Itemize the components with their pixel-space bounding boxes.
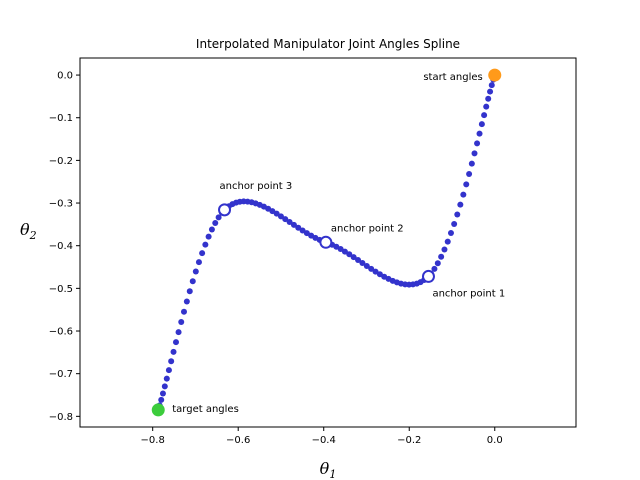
- spline-point: [159, 390, 166, 397]
- spline-point: [431, 265, 438, 272]
- spline-point: [471, 150, 478, 157]
- spline-point: [163, 375, 170, 382]
- x-axis-ticks: −0.8 −0.6 −0.4 −0.2 0.0: [141, 427, 503, 446]
- spline-point: [303, 230, 310, 237]
- spline-point: [295, 224, 302, 231]
- spline-point: [282, 216, 289, 223]
- y-tick-label: −0.3: [49, 199, 73, 210]
- spline-point: [199, 250, 206, 257]
- spline-point: [438, 253, 445, 260]
- spline-point: [485, 95, 492, 102]
- spline-point: [474, 140, 481, 147]
- spline-point: [346, 251, 353, 258]
- spline-point: [286, 219, 293, 226]
- target-marker: [151, 403, 165, 417]
- spline-point: [168, 358, 175, 365]
- spline-point: [290, 221, 297, 228]
- spline-point: [460, 191, 467, 198]
- x-tick-label: −0.8: [141, 435, 165, 446]
- anchor-point-label: anchor point 3: [220, 181, 293, 192]
- y-tick-label: −0.4: [49, 241, 73, 252]
- spline-point: [454, 211, 461, 218]
- spline-point: [483, 103, 490, 110]
- spline-curve: [155, 72, 498, 413]
- spline-point: [463, 181, 470, 188]
- y-tick-label: −0.7: [49, 369, 73, 380]
- spline-point: [487, 88, 494, 95]
- spline-point: [186, 288, 193, 295]
- spline-point: [359, 259, 366, 266]
- spline-point: [172, 339, 179, 346]
- spline-point: [195, 259, 202, 266]
- target-label: target angles: [172, 404, 239, 415]
- markers: anchor point 1 anchor point 2 anchor point…: [151, 68, 505, 417]
- chart-title: Interpolated Manipulator Joint Angles Sp…: [196, 37, 460, 51]
- anchor-point-label: anchor point 2: [331, 223, 404, 234]
- y-tick-label: −0.8: [49, 412, 73, 423]
- spline-point: [355, 257, 362, 264]
- spline-point: [161, 383, 168, 390]
- spline-point: [372, 268, 379, 275]
- spline-point: [277, 213, 284, 220]
- x-tick-label: −0.2: [397, 435, 421, 446]
- spline-point: [350, 254, 357, 261]
- spline-point: [468, 160, 475, 167]
- y-axis-ticks: 0.0 −0.1 −0.2 −0.3 −0.4 −0.5 −0.6 −0.7 −0.8: [49, 71, 80, 423]
- spline-point: [202, 241, 209, 248]
- x-tick-label: −0.4: [312, 435, 336, 446]
- spline-point: [178, 318, 185, 325]
- anchor-point-marker: [421, 269, 435, 283]
- anchor-point-label: anchor point 1: [432, 288, 505, 299]
- x-axis-label: θ1: [320, 459, 337, 480]
- start-label: start angles: [423, 72, 482, 83]
- spline-point: [183, 298, 190, 305]
- spline-point: [212, 219, 219, 226]
- spline-point: [192, 268, 199, 275]
- x-tick-label: −0.6: [226, 435, 250, 446]
- spline-point: [376, 271, 383, 278]
- spline-point: [208, 226, 215, 233]
- spline-point: [481, 112, 488, 119]
- spline-point: [457, 201, 464, 208]
- spline-point: [478, 121, 485, 128]
- spline-point: [441, 246, 448, 253]
- spline-point: [180, 308, 187, 315]
- anchor-point-marker: [319, 235, 333, 249]
- y-axis-label: θ2: [20, 220, 37, 242]
- spline-point: [368, 265, 375, 272]
- spline-point: [466, 170, 473, 177]
- x-tick-label: 0.0: [487, 435, 503, 446]
- spline-point: [363, 262, 370, 269]
- spline-point: [165, 367, 172, 374]
- spline-point: [158, 396, 165, 403]
- y-tick-label: −0.5: [49, 284, 73, 295]
- spline-point: [447, 230, 454, 237]
- spline-point: [215, 214, 222, 221]
- anchor-point-marker: [218, 203, 232, 217]
- start-marker: [488, 68, 502, 82]
- y-tick-label: −0.6: [49, 327, 73, 338]
- spline-point: [205, 233, 212, 240]
- spline-point: [476, 130, 483, 137]
- spline-point: [175, 329, 182, 336]
- spline-point: [189, 278, 196, 285]
- spline-point: [488, 82, 495, 89]
- y-tick-label: 0.0: [57, 71, 73, 82]
- spline-point: [451, 220, 458, 227]
- y-tick-label: −0.1: [49, 113, 73, 124]
- spline-point: [299, 227, 306, 234]
- spline-point: [434, 260, 441, 267]
- y-tick-label: −0.2: [49, 156, 73, 167]
- spline-point: [170, 348, 177, 355]
- spline-point: [444, 238, 451, 245]
